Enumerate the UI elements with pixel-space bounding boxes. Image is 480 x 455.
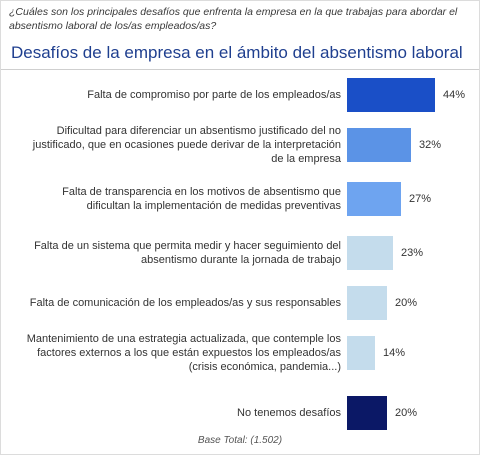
bar bbox=[347, 396, 387, 430]
bar-row: Mantenimiento de una estrategia actualiz… bbox=[1, 333, 479, 373]
category-label: Mantenimiento de una estrategia actualiz… bbox=[26, 333, 341, 373]
bar bbox=[347, 78, 435, 112]
bar bbox=[347, 182, 401, 216]
category-label: Falta de un sistema que permita medir y … bbox=[34, 240, 341, 266]
bar-row: Falta de compromiso por parte de los emp… bbox=[1, 75, 479, 115]
survey-question: ¿Cuáles son los principales desafíos que… bbox=[9, 6, 458, 32]
bar-row: Dificultad para diferenciar un absentism… bbox=[1, 125, 479, 165]
category-label: Dificultad para diferenciar un absentism… bbox=[32, 125, 341, 165]
bar-row: No tenemos desafíos 20% bbox=[1, 393, 479, 433]
value-label: 27% bbox=[409, 193, 432, 205]
bar-row: Falta de transparencia en los motivos de… bbox=[1, 179, 479, 219]
bar-row: Falta de comunicación de los empleados/a… bbox=[1, 283, 479, 323]
category-label: Falta de comunicación de los empleados/a… bbox=[29, 297, 341, 309]
bar bbox=[347, 236, 393, 270]
bar bbox=[347, 286, 387, 320]
bar bbox=[347, 336, 375, 370]
category-label: Falta de transparencia en los motivos de… bbox=[62, 186, 341, 212]
bar-row: Falta de un sistema que permita medir y … bbox=[1, 233, 479, 273]
category-label: No tenemos desafíos bbox=[237, 407, 341, 419]
value-label: 14% bbox=[383, 347, 406, 359]
value-label: 44% bbox=[443, 89, 466, 101]
value-label: 20% bbox=[395, 297, 418, 309]
value-label: 23% bbox=[401, 247, 424, 259]
bar bbox=[347, 128, 411, 162]
category-label: Falta de compromiso por parte de los emp… bbox=[87, 89, 341, 101]
value-label: 20% bbox=[395, 407, 418, 419]
chart-title: Desafíos de la empresa en el ámbito del … bbox=[11, 43, 463, 62]
title-divider bbox=[1, 69, 479, 70]
value-label: 32% bbox=[419, 139, 442, 151]
base-total-note: Base Total: (1.502) bbox=[197, 435, 283, 446]
